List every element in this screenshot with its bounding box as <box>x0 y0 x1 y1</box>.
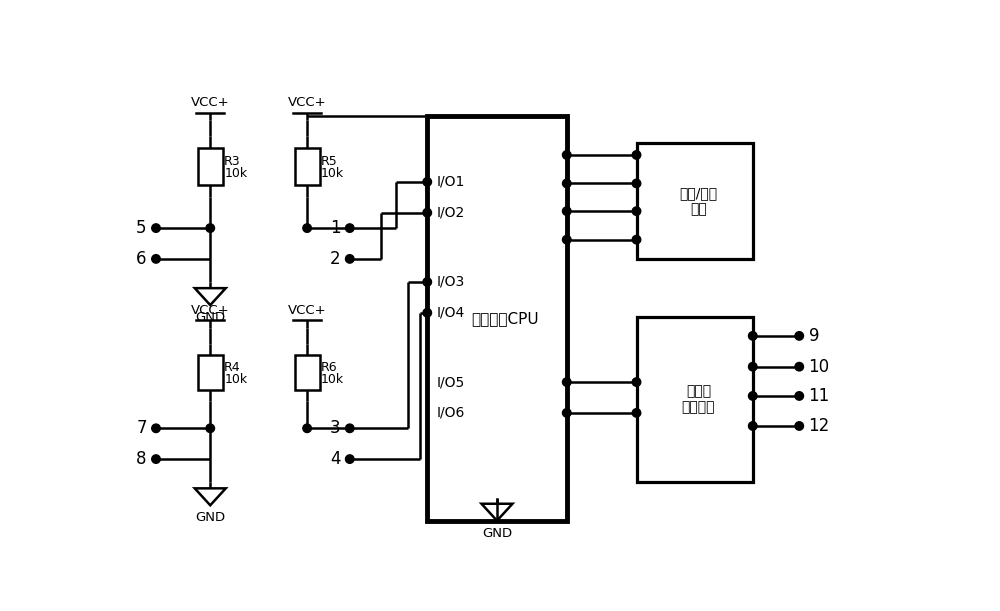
Text: 3: 3 <box>330 419 340 437</box>
Circle shape <box>795 392 804 400</box>
Text: 11: 11 <box>809 387 830 405</box>
Text: R4: R4 <box>224 361 241 375</box>
Text: 10k: 10k <box>224 373 247 386</box>
Circle shape <box>345 255 354 263</box>
Text: I/O2: I/O2 <box>437 206 465 220</box>
Text: I/O4: I/O4 <box>437 306 465 320</box>
Text: VCC+: VCC+ <box>191 304 230 316</box>
Circle shape <box>423 178 432 186</box>
Text: I/O5: I/O5 <box>437 375 465 389</box>
Text: 9: 9 <box>809 327 819 345</box>
Bar <box>637 144 753 259</box>
Circle shape <box>152 455 160 463</box>
Text: 12: 12 <box>809 417 830 435</box>
Text: 继电器
驱动电路: 继电器 驱动电路 <box>682 384 715 414</box>
Text: VCC+: VCC+ <box>288 304 326 316</box>
Text: 4: 4 <box>330 450 340 468</box>
Text: 10k: 10k <box>321 373 344 386</box>
Bar <box>198 355 223 390</box>
Circle shape <box>632 235 641 244</box>
Text: 10k: 10k <box>224 167 247 180</box>
Circle shape <box>748 392 757 400</box>
Text: GND: GND <box>195 311 225 324</box>
Text: I/O6: I/O6 <box>437 406 465 420</box>
Circle shape <box>423 278 432 286</box>
Text: 主控制器CPU: 主控制器CPU <box>471 311 539 326</box>
Circle shape <box>152 255 160 263</box>
Text: 5: 5 <box>136 219 147 237</box>
Text: 1: 1 <box>330 219 340 237</box>
Circle shape <box>206 224 215 232</box>
Circle shape <box>345 455 354 463</box>
Circle shape <box>345 224 354 232</box>
Circle shape <box>562 151 571 159</box>
Circle shape <box>795 332 804 340</box>
Circle shape <box>562 378 571 386</box>
Circle shape <box>632 179 641 188</box>
Circle shape <box>632 207 641 216</box>
Text: VCC+: VCC+ <box>191 96 230 109</box>
Bar <box>427 117 567 521</box>
Text: 10k: 10k <box>321 167 344 180</box>
Text: R6: R6 <box>321 361 338 375</box>
Circle shape <box>562 179 571 188</box>
Text: 8: 8 <box>136 450 147 468</box>
Circle shape <box>152 224 160 232</box>
Text: 6: 6 <box>136 250 147 268</box>
Circle shape <box>303 224 311 232</box>
Circle shape <box>206 424 215 433</box>
Circle shape <box>795 362 804 371</box>
Circle shape <box>562 207 571 216</box>
Text: R5: R5 <box>321 155 338 169</box>
Bar <box>637 316 753 482</box>
Text: 7: 7 <box>136 419 147 437</box>
Bar <box>295 148 320 185</box>
Circle shape <box>795 422 804 430</box>
Circle shape <box>562 409 571 417</box>
Text: VCC+: VCC+ <box>288 96 326 109</box>
Text: I/O3: I/O3 <box>437 275 465 289</box>
Circle shape <box>632 409 641 417</box>
Text: I/O1: I/O1 <box>437 175 465 189</box>
Circle shape <box>562 235 571 244</box>
Text: 10: 10 <box>809 357 830 376</box>
Circle shape <box>423 208 432 217</box>
Circle shape <box>632 378 641 386</box>
Circle shape <box>423 309 432 317</box>
Circle shape <box>345 424 354 433</box>
Circle shape <box>303 424 311 433</box>
Text: 报警/通讯
电路: 报警/通讯 电路 <box>679 186 718 216</box>
Circle shape <box>748 362 757 371</box>
Circle shape <box>152 424 160 433</box>
Circle shape <box>748 332 757 340</box>
Bar <box>198 148 223 185</box>
Circle shape <box>632 151 641 159</box>
Bar <box>295 355 320 390</box>
Text: GND: GND <box>195 511 225 524</box>
Text: R3: R3 <box>224 155 241 169</box>
Circle shape <box>748 422 757 430</box>
Text: 2: 2 <box>330 250 340 268</box>
Text: GND: GND <box>482 527 512 540</box>
